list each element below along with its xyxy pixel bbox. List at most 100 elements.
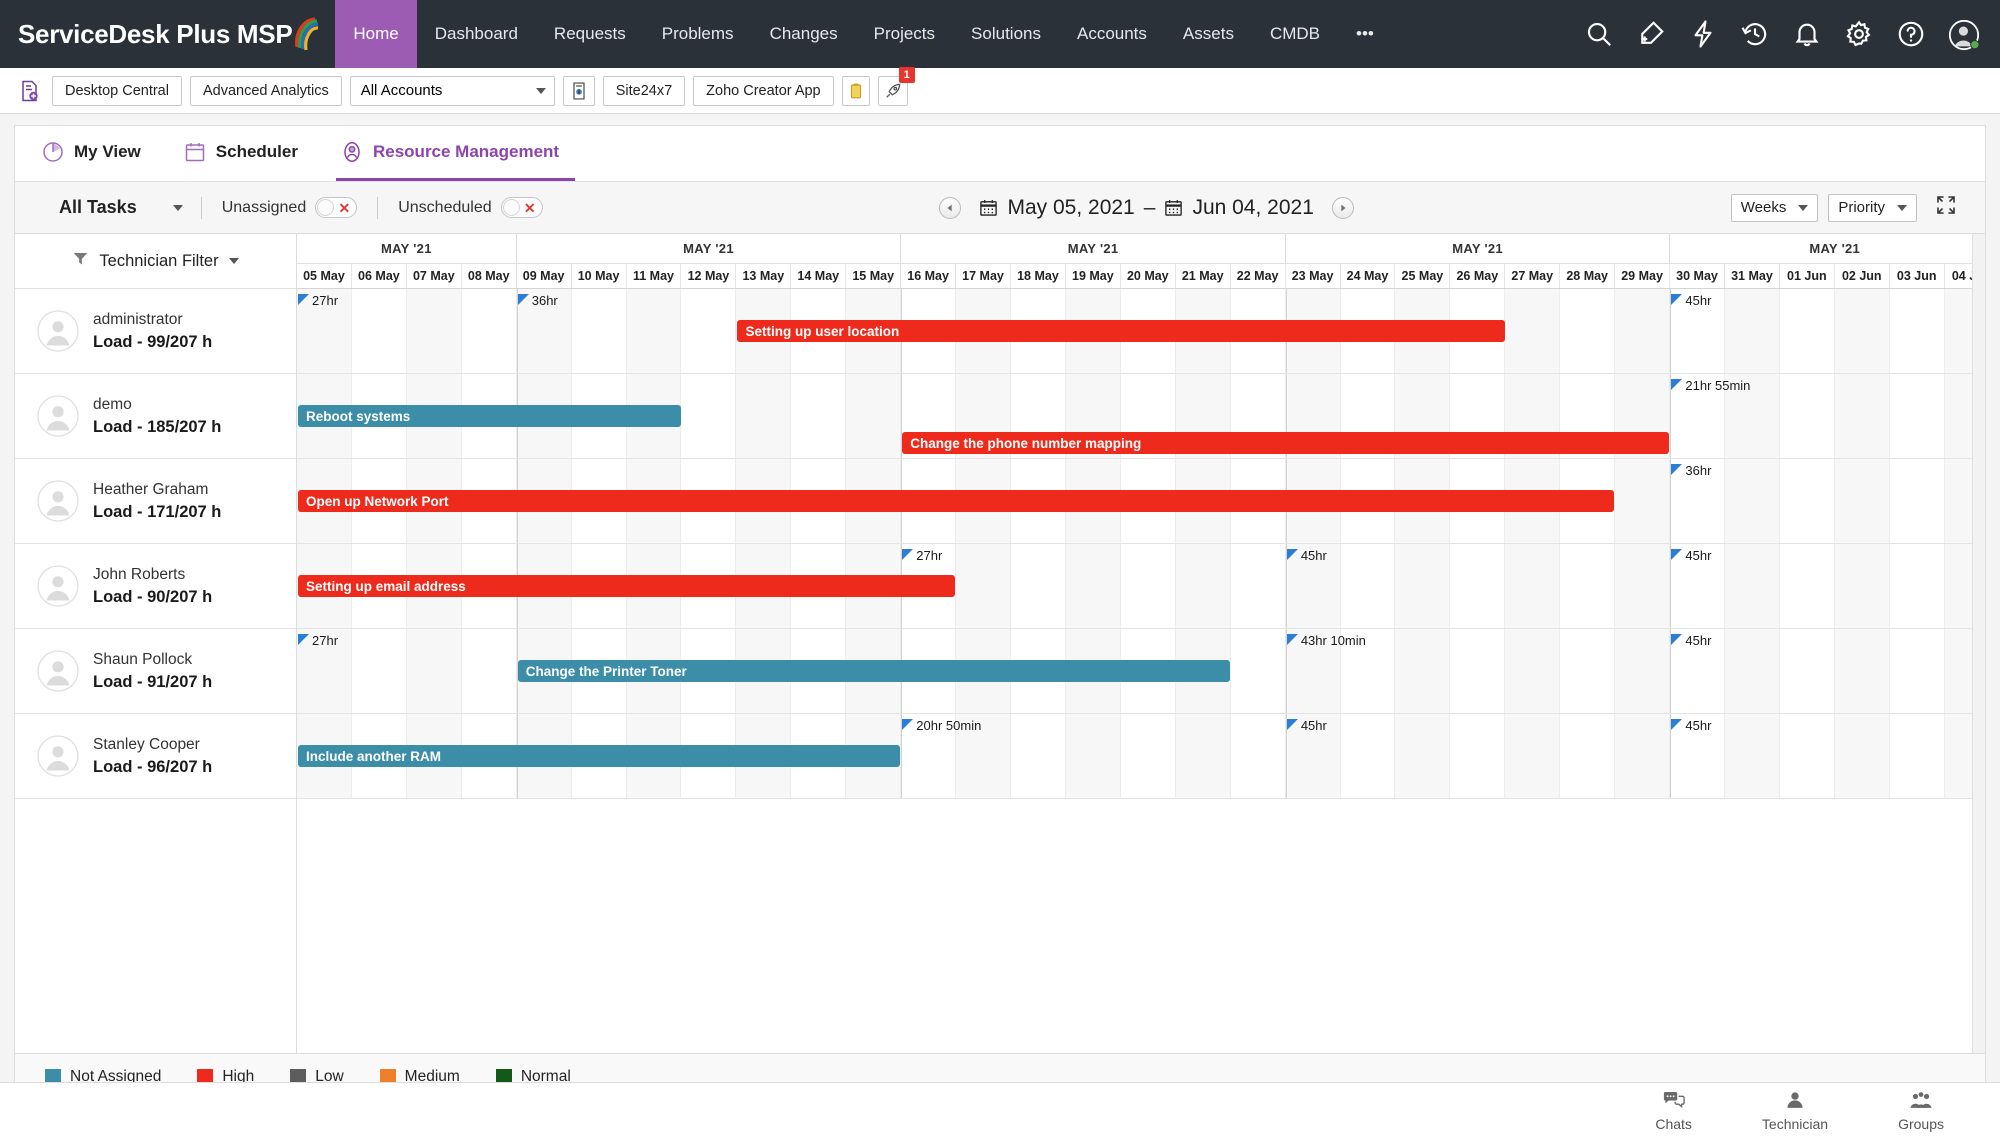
technician-row[interactable]: Shaun Pollock Load - 91/207 h: [15, 629, 296, 714]
task-bar[interactable]: Open up Network Port: [298, 490, 1615, 512]
utilization-marker[interactable]: 27hr: [298, 633, 338, 648]
zoho-creator-button[interactable]: Zoho Creator App: [693, 75, 834, 106]
date-from[interactable]: May 05, 2021: [1007, 195, 1135, 219]
footer-chats[interactable]: Chats: [1655, 1091, 1692, 1132]
unscheduled-toggle[interactable]: ✕: [500, 197, 543, 218]
app-logo[interactable]: ServiceDesk Plus MSP: [0, 0, 335, 68]
avatar: [37, 310, 79, 352]
footer-groups[interactable]: Groups: [1898, 1091, 1944, 1132]
task-scope-dropdown[interactable]: All Tasks: [29, 197, 201, 218]
day-column: [1890, 629, 1945, 713]
utilization-value: 20hr 50min: [916, 718, 982, 733]
nav-item-changes[interactable]: Changes: [769, 24, 838, 43]
day-header-cell: 20 May: [1121, 264, 1176, 288]
settings-gear-icon[interactable]: [1844, 19, 1874, 49]
nav-item-projects[interactable]: Projects: [873, 24, 936, 43]
nav-item-requests[interactable]: Requests: [553, 24, 626, 43]
rocket-button[interactable]: 1: [877, 66, 915, 106]
underutilized-icon: [1286, 634, 1298, 645]
task-bar[interactable]: Change the phone number mapping: [902, 432, 1670, 454]
technician-row[interactable]: demo Load - 185/207 h: [15, 374, 296, 459]
advanced-analytics-button[interactable]: Advanced Analytics: [189, 75, 342, 106]
unassigned-label: Unassigned: [221, 198, 307, 216]
chats-icon: [1663, 1091, 1685, 1113]
search-icon[interactable]: [1584, 19, 1614, 49]
nav-item-accounts[interactable]: Accounts: [1076, 24, 1147, 43]
underutilized-icon: [1671, 294, 1683, 305]
calendar-icon: [183, 140, 207, 164]
account-dropdown[interactable]: All Accounts: [349, 75, 555, 106]
zoom-level-dropdown[interactable]: Weeks: [1730, 193, 1819, 222]
week-divider: [1285, 629, 1287, 713]
technician-load: Load - 99/207 h: [93, 332, 213, 351]
utilization-marker[interactable]: 45hr: [1671, 548, 1711, 563]
footer-technician[interactable]: Technician: [1762, 1091, 1828, 1132]
notifications-icon[interactable]: [1792, 19, 1822, 49]
date-to[interactable]: Jun 04, 2021: [1192, 195, 1314, 219]
technician-filter-dropdown[interactable]: Technician Filter: [15, 234, 296, 289]
tab-resource-management[interactable]: Resource Management: [335, 126, 576, 181]
nav-item-solutions[interactable]: Solutions: [971, 24, 1041, 43]
user-avatar-icon[interactable]: [1948, 19, 1980, 51]
utilization-marker[interactable]: 36hr: [517, 293, 558, 308]
nav-item-dashboard[interactable]: Dashboard: [434, 24, 518, 43]
nav-item-cmdb[interactable]: CMDB: [1269, 24, 1321, 43]
legend-swatch: [290, 1069, 307, 1085]
technician-row[interactable]: administrator Load - 99/207 h: [15, 289, 296, 374]
day-header-cell: 29 May: [1615, 264, 1671, 288]
quick-actions-icon[interactable]: [1688, 19, 1718, 49]
technician-row[interactable]: John Roberts Load - 90/207 h: [15, 544, 296, 629]
fullscreen-icon[interactable]: [1927, 194, 1965, 221]
utilization-marker[interactable]: 43hr 10min: [1286, 633, 1366, 648]
vertical-scrollbar[interactable]: [1972, 234, 1985, 1053]
site24x7-button[interactable]: Site24x7: [602, 75, 686, 106]
clipboard-icon[interactable]: [841, 75, 870, 106]
utilization-marker[interactable]: 36hr: [1671, 463, 1711, 478]
utilization-marker[interactable]: 27hr: [298, 293, 338, 308]
rocket-icon[interactable]: [877, 75, 908, 106]
day-column: [1011, 714, 1066, 798]
utilization-marker[interactable]: 45hr: [1286, 718, 1327, 733]
account-info-icon[interactable]: i: [562, 75, 595, 106]
unscheduled-filter[interactable]: Unscheduled ✕: [378, 197, 562, 218]
tab-scheduler[interactable]: Scheduler: [179, 126, 314, 181]
new-request-icon[interactable]: [14, 76, 44, 106]
help-icon[interactable]: [1896, 19, 1926, 49]
nav-item-assets[interactable]: Assets: [1182, 24, 1234, 43]
utilization-marker[interactable]: 20hr 50min: [902, 718, 981, 733]
nav-item-home[interactable]: Home: [335, 0, 417, 68]
nav-item-problems[interactable]: Problems: [661, 24, 734, 43]
history-icon[interactable]: [1740, 19, 1770, 49]
utilization-marker[interactable]: 21hr 55min: [1671, 378, 1750, 393]
technician-row[interactable]: Stanley Cooper Load - 96/207 h: [15, 714, 296, 799]
nav-icon-group: [1584, 0, 2000, 68]
technician-row[interactable]: Heather Graham Load - 171/207 h: [15, 459, 296, 544]
task-bar[interactable]: Setting up user location: [737, 320, 1505, 342]
unassigned-filter[interactable]: Unassigned ✕: [202, 197, 378, 218]
next-arrow-icon[interactable]: [1331, 196, 1354, 219]
day-column: [1560, 289, 1616, 373]
group-by-dropdown[interactable]: Priority: [1828, 193, 1917, 222]
tab-my-view[interactable]: My View: [37, 126, 157, 181]
unassigned-toggle[interactable]: ✕: [315, 197, 358, 218]
utilization-marker[interactable]: 45hr: [1286, 548, 1327, 563]
task-bar[interactable]: Reboot systems: [298, 405, 681, 427]
new-ticket-icon[interactable]: [1636, 19, 1666, 49]
week-divider: [516, 629, 518, 713]
task-bar[interactable]: Setting up email address: [298, 575, 956, 597]
nav-item-more[interactable]: •••: [1356, 24, 1374, 43]
utilization-marker[interactable]: 45hr: [1671, 633, 1711, 648]
gantt-row: 27hr 45hr 45hr Setting up email address: [297, 544, 1985, 629]
utilization-marker[interactable]: 45hr: [1671, 293, 1711, 308]
prev-arrow-icon[interactable]: [939, 196, 962, 219]
day-column: [1395, 629, 1451, 713]
task-bar[interactable]: Include another RAM: [298, 745, 901, 767]
task-bar[interactable]: Change the Printer Toner: [517, 660, 1230, 682]
technician-load: Load - 185/207 h: [93, 417, 222, 436]
day-column: [1231, 629, 1286, 713]
utilization-marker[interactable]: 45hr: [1671, 718, 1711, 733]
utilization-marker[interactable]: 27hr: [902, 548, 942, 563]
week-divider: [901, 374, 903, 458]
desktop-central-button[interactable]: Desktop Central: [52, 75, 182, 106]
technician-name: Heather Graham: [93, 480, 209, 498]
